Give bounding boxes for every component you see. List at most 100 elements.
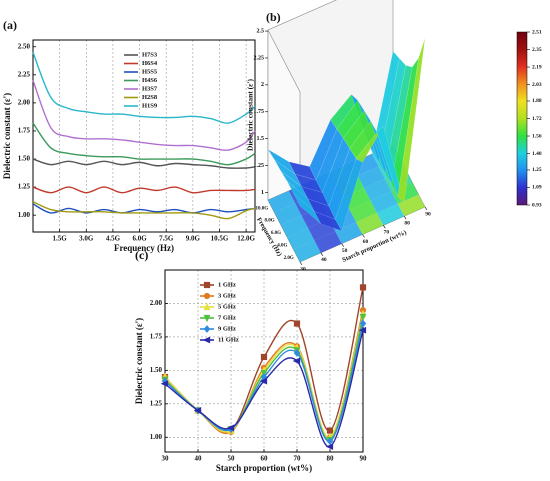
x-tick-label: 4.5G	[106, 235, 121, 243]
x-tick-label: 6.0G	[132, 235, 147, 243]
x-tick	[424, 206, 428, 211]
floor-contour	[314, 231, 342, 253]
marker	[203, 314, 211, 323]
colorbar-tick-label: 1.40	[532, 151, 542, 157]
marker	[326, 437, 334, 446]
x-tick-label: 40	[321, 257, 327, 263]
z-tick-label: 2.25	[254, 55, 265, 61]
y-tick-label: 6.0G	[271, 231, 281, 236]
x-tick-label: 90	[425, 211, 431, 217]
x-tick	[299, 261, 303, 266]
colorbar-tick-label: 2.35	[532, 47, 542, 53]
z-axis-title: Dielectric constant (ε')	[246, 79, 255, 151]
panel-label: (c)	[135, 248, 148, 262]
y-tick-label: 1.00	[150, 433, 163, 441]
series-line	[32, 201, 256, 220]
y-tick-label: 2.00	[150, 299, 163, 307]
colorbar-tick-label: 1.09	[532, 185, 542, 191]
marker	[359, 313, 367, 322]
y-tick-label: 4.0G	[277, 244, 287, 249]
legend-label: 3 GHz	[218, 292, 236, 299]
series-line	[32, 203, 256, 214]
z-tick-label: 1.75	[254, 109, 265, 115]
floor-contour	[274, 203, 302, 225]
marker	[293, 320, 301, 327]
legend-label: 1 GHz	[218, 281, 236, 288]
z-tick-label: 1	[261, 190, 264, 196]
x-tick-label: 70	[294, 455, 302, 463]
y-axis-title: Dielectric constant (ε')	[134, 318, 144, 404]
marker	[359, 319, 367, 328]
x-tick-label: 40	[195, 455, 203, 463]
x-tick-label: 10.5G	[211, 235, 229, 243]
x-tick-label: 30	[162, 455, 170, 463]
x-tick	[362, 234, 365, 238]
marker	[260, 353, 268, 361]
x-tick-label: 70	[384, 230, 390, 236]
floor-contour	[343, 188, 371, 210]
z-tick-label: 2.5	[257, 28, 265, 34]
marker	[202, 336, 211, 344]
marker	[160, 380, 169, 388]
marker	[259, 377, 268, 385]
x-tick-label: 9.0G	[186, 235, 201, 243]
plot-frame	[164, 269, 364, 453]
legend-label: 9 GHz	[218, 325, 236, 332]
colorbar	[516, 31, 528, 206]
marker	[292, 357, 301, 365]
marker	[326, 427, 334, 434]
marker	[193, 407, 202, 414]
x-tick	[341, 243, 344, 247]
x-tick-label: 90	[360, 455, 368, 463]
legend-label: H3S7	[142, 85, 158, 92]
panel-label: (a)	[3, 18, 17, 32]
colorbar-tick-label: 1.88	[532, 98, 542, 104]
x-tick-label: 80	[327, 455, 335, 463]
marker	[203, 292, 211, 300]
legend-label: H7S3	[142, 51, 158, 58]
plot-frame	[32, 39, 256, 233]
y-tick-label: 1.50	[18, 155, 31, 163]
marker	[226, 424, 235, 432]
y-tick-label: 1.75	[18, 127, 31, 135]
y-tick-label: 10.0G	[256, 206, 269, 211]
marker	[358, 326, 367, 334]
y-tick-label: 1.25	[18, 183, 31, 191]
floor-contour	[356, 212, 384, 235]
legend-label: 11 GHz	[218, 336, 239, 343]
floor-contour	[357, 166, 385, 189]
y-tick-label: 2.0G	[284, 256, 294, 261]
y-tick-label: 8.0G	[264, 219, 274, 224]
floor-contour	[293, 240, 321, 262]
floor-contour	[287, 228, 315, 250]
marker	[203, 302, 211, 311]
legend-label: H6S4	[142, 60, 158, 67]
surface-patch	[391, 57, 419, 197]
x-tick	[403, 216, 407, 220]
floor-contour	[376, 203, 405, 226]
marker	[203, 281, 211, 289]
x-tick	[320, 252, 324, 256]
floor-contour	[268, 190, 296, 213]
surface-patch	[384, 65, 413, 185]
legend-label: H4S6	[142, 77, 158, 84]
legend-label: H1S9	[142, 102, 158, 109]
colorbar-tick-label: 1.72	[532, 116, 542, 122]
legend-label: H2S8	[142, 94, 158, 101]
x-axis-title: Starch proportion (wt%)	[216, 463, 312, 473]
panel-label: (b)	[266, 10, 281, 24]
x-tick-label: 12.0G	[237, 235, 255, 243]
x-tick-label: 7.5G	[159, 235, 174, 243]
floor-contour	[370, 191, 398, 213]
z-tick-label: 1.5	[257, 136, 265, 142]
colorbar-tick-label: 0.93	[532, 202, 542, 208]
series-line	[32, 158, 256, 169]
series-line	[32, 80, 256, 151]
x-tick-label: 30	[300, 266, 306, 272]
x-tick-label: 60	[261, 455, 269, 463]
x-axis-title: Frequency (Hz)	[114, 243, 174, 253]
z-tick-label: 1.25	[254, 163, 265, 169]
floor-contour	[397, 194, 425, 217]
x-tick-label: 50	[342, 248, 348, 254]
